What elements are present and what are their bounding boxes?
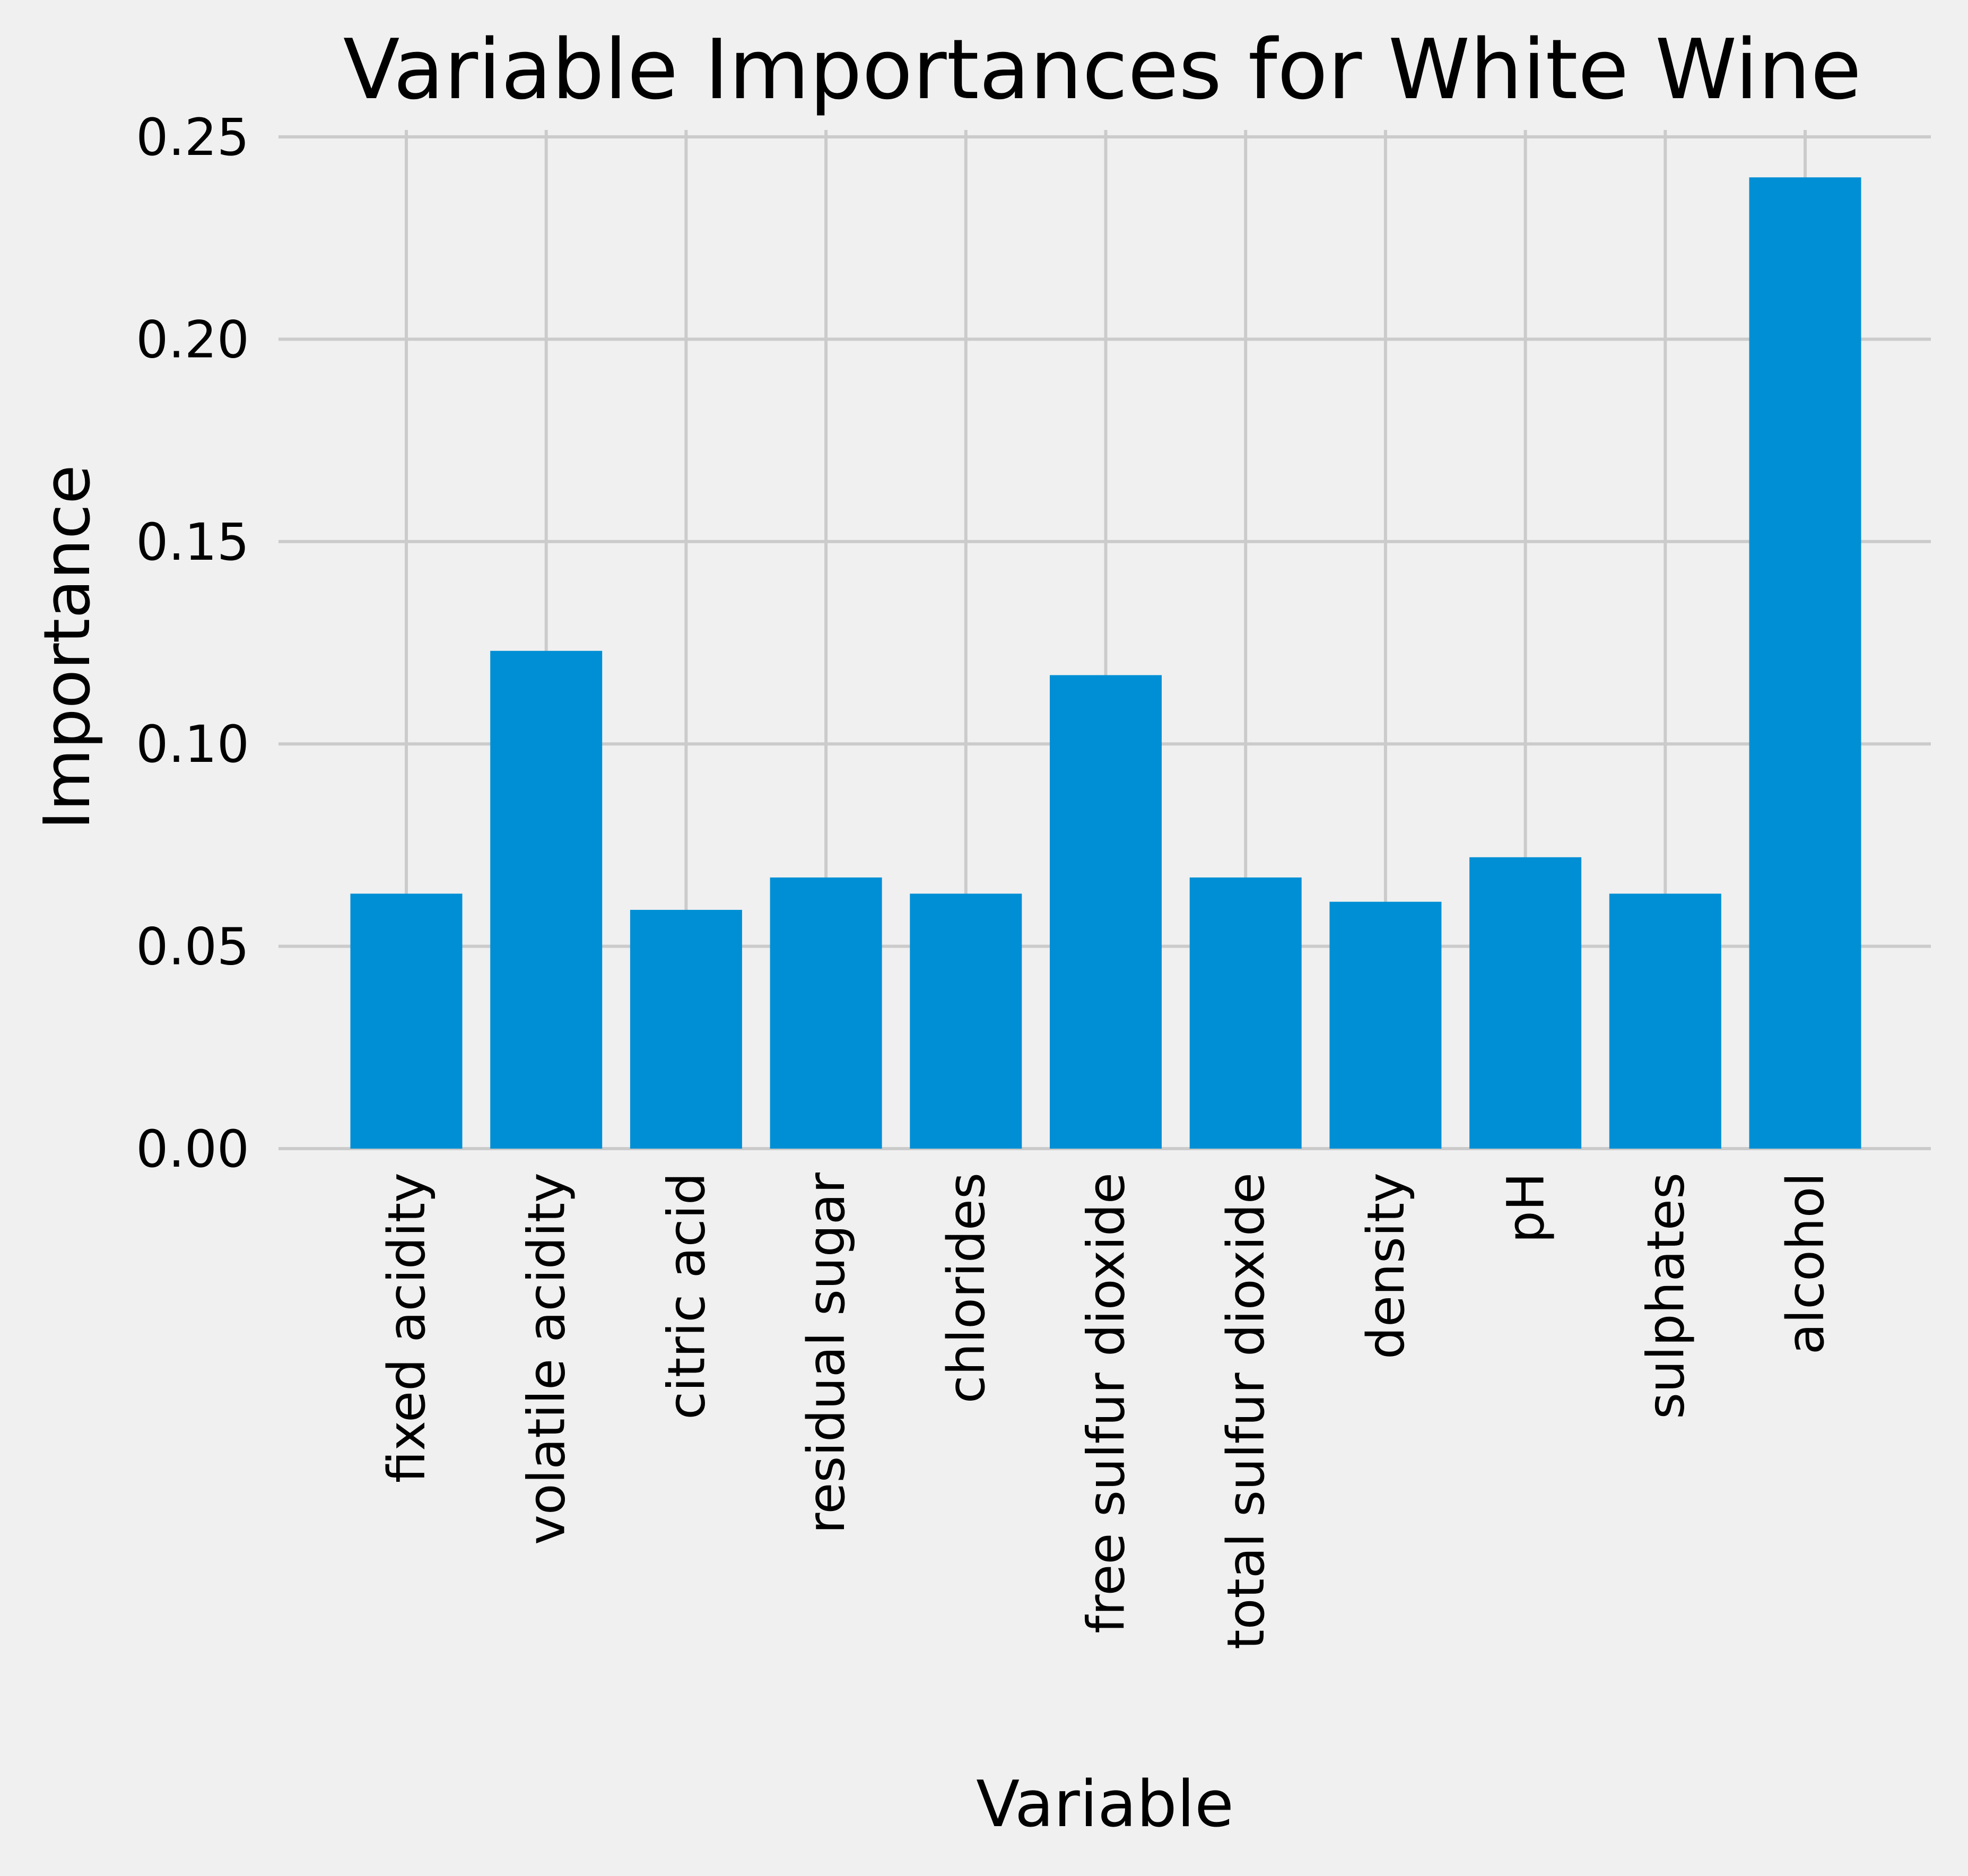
bar [1469, 857, 1582, 1149]
bar [1050, 675, 1162, 1149]
x-tick-labels: fixed acidity volatile acidity citric acid… [377, 1172, 1835, 1649]
x-tick-label: citric acid [657, 1172, 716, 1420]
chart-title: Variable Importances for White Wine [343, 21, 1861, 118]
x-tick-label: residual sugar [797, 1172, 856, 1534]
x-tick-label: fixed acidity [377, 1172, 437, 1483]
y-tick-label: 0.25 [136, 108, 249, 167]
y-tick-label: 0.15 [136, 513, 249, 572]
x-axis-label: Variable [976, 1768, 1234, 1842]
bar [490, 650, 603, 1149]
y-axis-label: Importance [31, 465, 105, 830]
bar [630, 909, 742, 1149]
bar [910, 893, 1022, 1149]
bar [350, 893, 463, 1149]
y-tick-label: 0.05 [136, 917, 249, 977]
bar [1749, 177, 1861, 1149]
x-tick-label: total sulfur dioxide [1216, 1172, 1276, 1649]
bar [1189, 877, 1302, 1149]
x-tick-label: sulphates [1636, 1172, 1695, 1419]
x-tick-label: density [1356, 1172, 1416, 1359]
x-tick-label: alcohol [1776, 1172, 1835, 1354]
bar [770, 877, 882, 1149]
bar [1329, 901, 1442, 1149]
y-tick-label: 0.10 [136, 715, 249, 774]
x-tick-label: chlorides [937, 1172, 996, 1403]
bars [350, 177, 1861, 1149]
x-tick-label: pH [1496, 1172, 1556, 1243]
x-tick-label: volatile acidity [517, 1172, 577, 1545]
x-tick-label: free sulfur dioxide [1077, 1172, 1136, 1634]
y-tick-label: 0.00 [136, 1119, 249, 1179]
y-tick-label: 0.20 [136, 310, 249, 369]
bar [1609, 893, 1721, 1149]
y-tick-labels: 0.00 0.05 0.10 0.15 0.20 0.25 [136, 108, 249, 1179]
